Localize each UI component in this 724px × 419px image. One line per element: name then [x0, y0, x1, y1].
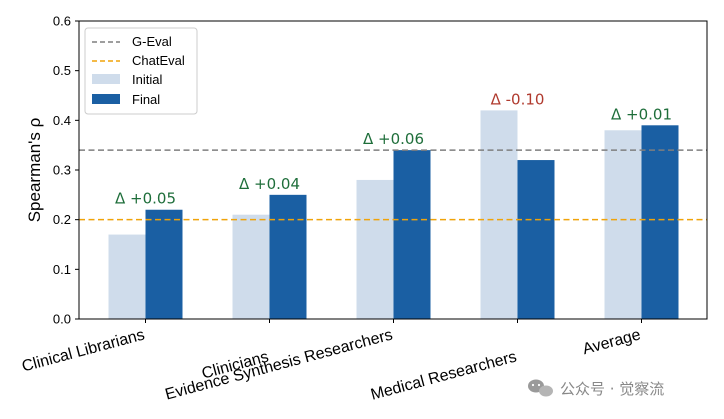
bar-initial-3	[480, 110, 518, 320]
y-tick-label-2: 0.2	[53, 212, 71, 227]
x-tick-label-0: Clinical Librarians	[20, 326, 146, 375]
bar-final-4	[641, 125, 679, 319]
bar-initial-0	[108, 234, 146, 319]
watermark-text: 公众号 · 觉察流	[560, 380, 664, 398]
legend-label-chateval: ChatEval	[132, 53, 185, 68]
delta-label-3: Δ -0.10	[491, 90, 545, 108]
delta-label-2: Δ +0.06	[363, 130, 424, 148]
reference-lines	[79, 149, 707, 221]
delta-annotations: Δ +0.05 Δ +0.04 Δ +0.06 Δ -0.10 Δ +0.01	[115, 90, 672, 207]
legend-label-final: Final	[132, 92, 160, 107]
delta-label-4: Δ +0.01	[611, 105, 672, 123]
bar-initial-1	[232, 214, 270, 319]
watermark: 公众号 · 觉察流	[528, 379, 664, 398]
bar-final-0	[145, 209, 183, 319]
legend-box	[84, 27, 198, 115]
y-tick-label-6: 0.6	[53, 14, 71, 29]
legend: G-Eval ChatEval Initial Final	[84, 27, 198, 115]
legend-swatch-final	[92, 94, 120, 104]
bar-final-2	[393, 150, 431, 319]
y-tick-label-5: 0.5	[53, 63, 71, 78]
delta-label-0: Δ +0.05	[115, 190, 176, 208]
y-tick-label-3: 0.3	[53, 163, 71, 178]
x-tick-label-4: Average	[581, 326, 643, 358]
legend-swatch-initial	[92, 74, 120, 84]
bar-initial-4	[604, 130, 642, 319]
bars-layer	[108, 110, 679, 320]
y-tick-label-0: 0.0	[53, 312, 71, 327]
delta-label-1: Δ +0.04	[239, 175, 300, 193]
wechat-icon	[528, 379, 553, 397]
bar-final-1	[269, 194, 307, 319]
y-axis-title: Spearman's ρ	[25, 118, 44, 223]
y-tick-label-4: 0.4	[53, 113, 71, 128]
x-tick-label-2: Evidence Synthesis Researchers	[163, 326, 394, 403]
legend-label-g-eval: G-Eval	[132, 34, 172, 49]
legend-label-initial: Initial	[132, 72, 162, 87]
y-tick-label-1: 0.1	[53, 262, 71, 277]
bar-final-3	[517, 160, 555, 319]
bar-initial-2	[356, 179, 394, 319]
x-tick-label-3: Medical Researchers	[369, 348, 519, 403]
y-axis: 0.0 0.1 0.2 0.3 0.4 0.5 0.6	[53, 14, 79, 327]
